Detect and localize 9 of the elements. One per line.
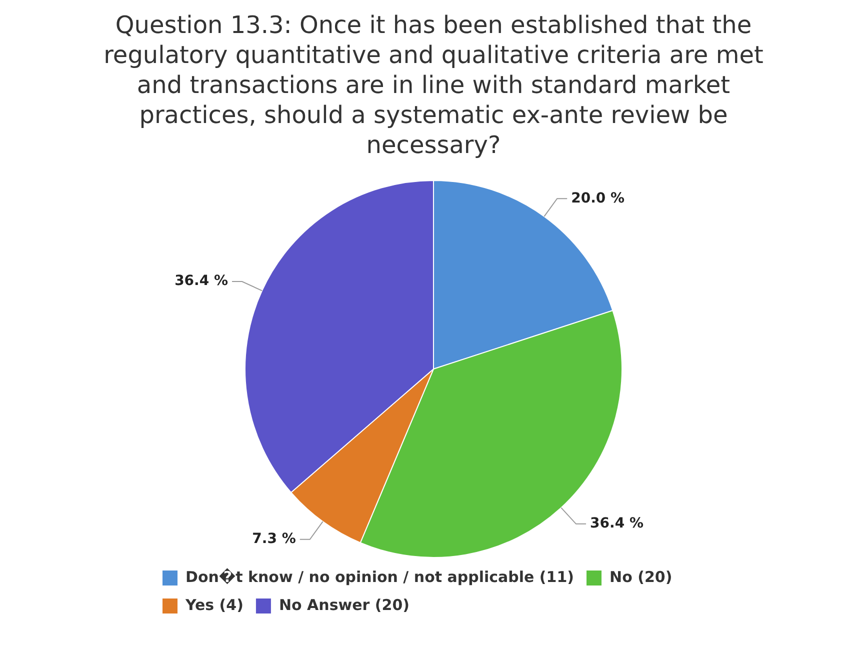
legend-label: No Answer (20)	[278, 596, 410, 614]
data-label: 20.0 %	[571, 190, 625, 206]
data-label: 36.4 %	[174, 273, 228, 290]
legend-label: Don�t know / no opinion / not applicable (11)	[186, 568, 574, 586]
legend-label: No (20)	[610, 568, 672, 586]
data-label: 7.3 %	[252, 531, 296, 548]
legend-label: Yes (4)	[184, 596, 244, 614]
chart-title: Question 13.3: Once it has been established that the regulatory quantitative and qualitative criteria are met and transactions are in line with standard market practices, should a systematic ex-ante review be necessary?	[102, 10, 764, 159]
data-label: 36.4 %	[590, 516, 644, 532]
